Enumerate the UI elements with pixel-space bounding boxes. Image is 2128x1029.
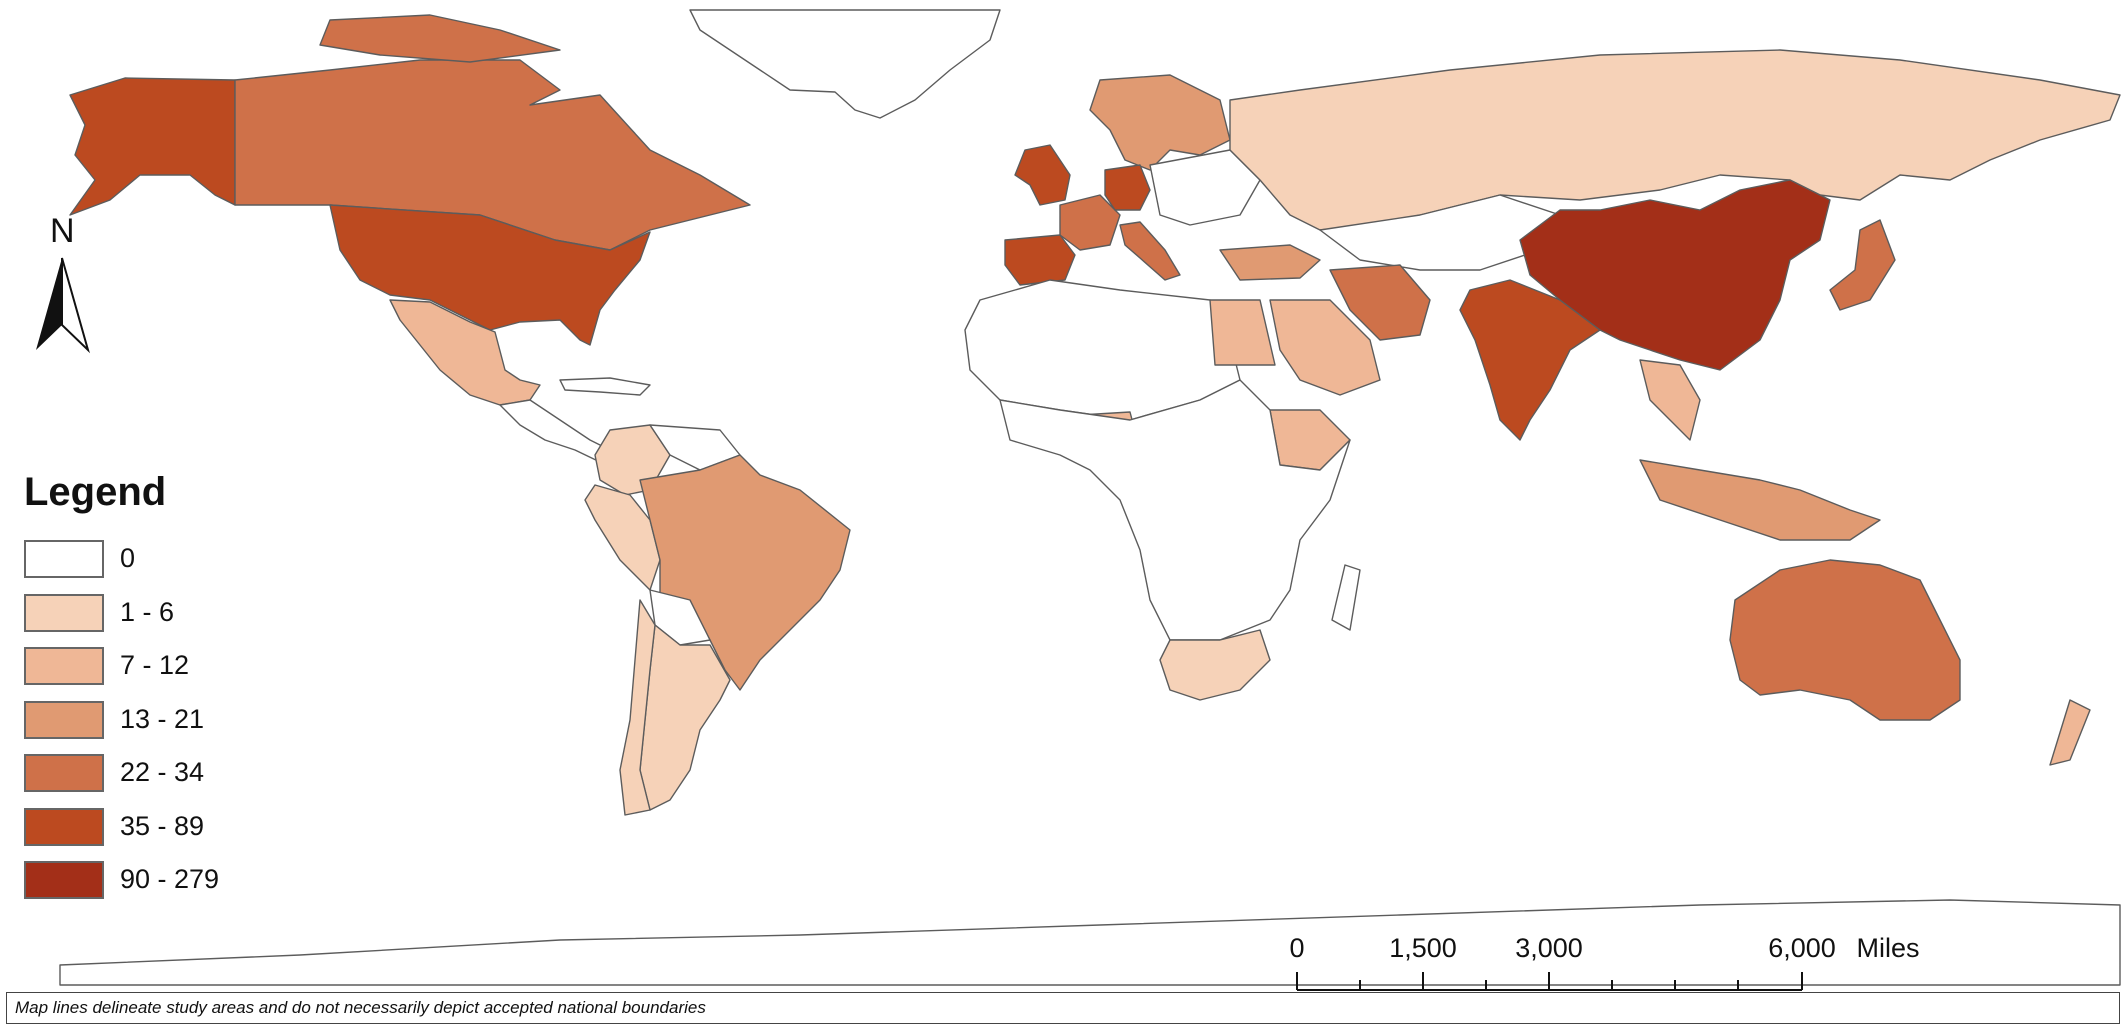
region-japan[interactable] — [1829, 219, 1896, 311]
region-china[interactable] — [1519, 179, 1831, 371]
north-arrow-icon — [36, 257, 90, 354]
legend-swatch — [24, 754, 104, 792]
region-canada-islands[interactable] — [319, 14, 561, 63]
scale-label-0: 0 — [1289, 933, 1305, 963]
region-iran[interactable] — [1329, 264, 1431, 341]
region-antarctica[interactable] — [59, 899, 2121, 986]
region-central-africa[interactable] — [999, 379, 1351, 641]
legend-swatch — [24, 647, 104, 685]
legend-swatch — [24, 861, 104, 899]
legend-label: 13 - 21 — [120, 703, 205, 734]
legend-label: 22 - 34 — [120, 757, 205, 787]
region-alaska[interactable] — [69, 77, 236, 216]
legend-item: 1 - 6 — [24, 593, 324, 636]
footnote: Map lines delineate study areas and do n… — [6, 992, 2120, 1024]
region-italy[interactable] — [1119, 221, 1181, 281]
region-russia[interactable] — [1229, 49, 2121, 231]
region-bolivia[interactable] — [649, 589, 711, 646]
legend-item: 90 - 279 — [24, 861, 324, 903]
legend-item: 0 — [24, 540, 324, 582]
scale-label-3000: 3,000 — [1515, 933, 1583, 963]
scale-bar — [1296, 972, 1803, 991]
legend-item: 7 - 12 — [24, 647, 324, 689]
region-turkey[interactable] — [1219, 244, 1321, 281]
region-madagascar[interactable] — [1331, 564, 1361, 631]
region-caribbean[interactable] — [559, 377, 651, 396]
legend-label: 1 - 6 — [120, 596, 175, 627]
legend-label: 90 - 279 — [120, 864, 220, 894]
scale-label-1500: 1,500 — [1389, 933, 1457, 963]
region-saudi[interactable] — [1269, 299, 1381, 396]
region-spain[interactable] — [1004, 234, 1076, 286]
region-germany[interactable] — [1104, 164, 1151, 211]
legend-label: 35 - 89 — [120, 810, 205, 841]
region-scandinavia[interactable] — [1089, 74, 1231, 171]
legend-swatch — [24, 540, 104, 578]
legend-label: 7 - 12 — [120, 650, 190, 680]
region-australia[interactable] — [1729, 559, 1961, 721]
region-north-africa[interactable] — [964, 279, 1241, 421]
scale-label-units: Miles — [1856, 933, 1920, 963]
legend-swatch — [24, 807, 104, 846]
legend-title: Legend — [24, 470, 167, 514]
region-indonesia[interactable] — [1639, 459, 1881, 541]
legend-item: 22 - 34 — [24, 754, 324, 796]
north-arrow-label: N — [50, 212, 75, 250]
region-usa[interactable] — [329, 204, 651, 346]
region-thailand[interactable] — [1639, 359, 1701, 441]
region-central-america[interactable] — [499, 399, 611, 463]
legend-swatch — [24, 593, 104, 632]
scale-label-6000: 6,000 — [1768, 933, 1836, 963]
legend-swatch — [24, 700, 104, 739]
region-south-africa[interactable] — [1159, 629, 1271, 701]
region-chile[interactable] — [619, 599, 656, 816]
region-new-zealand[interactable] — [2049, 699, 2091, 766]
legend-item: 35 - 89 — [24, 807, 324, 850]
legend-item: 13 - 21 — [24, 700, 324, 743]
region-mexico[interactable] — [389, 299, 541, 406]
region-uk[interactable] — [1014, 144, 1071, 206]
region-greenland[interactable] — [689, 9, 1001, 119]
region-egypt[interactable] — [1209, 299, 1276, 366]
legend-label: 0 — [120, 543, 136, 573]
